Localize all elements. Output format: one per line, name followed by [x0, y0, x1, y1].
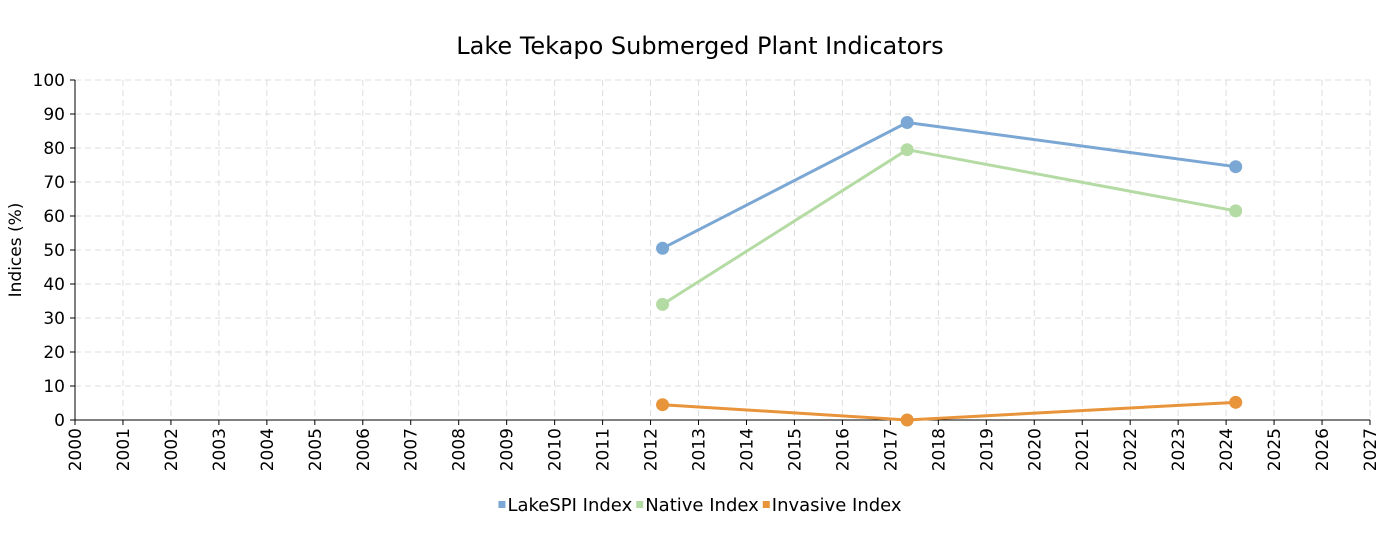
data-point-lakespi-index[interactable]: [656, 241, 670, 255]
y-tick-label: 60: [43, 207, 65, 227]
legend-item-invasive-index[interactable]: Invasive Index: [762, 495, 902, 516]
x-tick-label: 2024: [1217, 428, 1237, 471]
legend[interactable]: LakeSPI Index Native Index Invasive Index: [498, 495, 902, 516]
x-tick-label: 2000: [66, 428, 86, 471]
x-tick-label: 2007: [402, 428, 422, 471]
data-point-lakespi-index[interactable]: [900, 116, 914, 129]
series-group: [656, 116, 1243, 427]
x-tick-label: 2008: [450, 428, 470, 471]
axes: 0 10 20 30 40 50 60 70 80 90 100 2000 2001 2002 2003 20…: [33, 71, 1381, 471]
x-tick-label: 2023: [1169, 428, 1189, 471]
y-tick-label: 10: [43, 377, 65, 397]
series-line-lakespi-index: [661, 121, 1236, 250]
x-tick-label: 2004: [258, 428, 278, 471]
legend-item-lakespi-index[interactable]: LakeSPI Index: [498, 495, 633, 516]
x-tick-label: 2013: [690, 428, 710, 471]
x-tick-label: 2020: [1025, 428, 1045, 471]
data-point-invasive-index[interactable]: [900, 413, 914, 427]
x-tick-label: 2022: [1121, 428, 1141, 471]
x-tick-label: 2009: [498, 428, 518, 471]
x-tick-label: 2018: [929, 428, 949, 471]
x-tick-label: 2025: [1265, 428, 1285, 471]
chart-title: Lake Tekapo Submerged Plant Indicators: [456, 32, 943, 60]
y-tick-label: 70: [43, 173, 65, 193]
legend-label: Invasive Index: [772, 495, 902, 516]
data-point-invasive-index[interactable]: [1229, 395, 1243, 409]
x-tick-label: 2021: [1073, 428, 1093, 471]
y-tick-label: 80: [43, 139, 65, 159]
legend-label: LakeSPI Index: [507, 495, 632, 516]
y-tick-label: 0: [54, 411, 65, 431]
x-tick-label: 2026: [1313, 428, 1333, 471]
x-tick-label: 2006: [354, 428, 374, 471]
x-tick-label: 2017: [881, 428, 901, 471]
x-tick-label: 2001: [114, 428, 134, 471]
series-line-native-index: [661, 148, 1236, 306]
legend-marker: [636, 501, 644, 508]
grid: [75, 79, 1371, 420]
y-axis-title: Indices (%): [6, 203, 26, 298]
x-tick-label: 2019: [977, 428, 997, 471]
x-tick-label: 2015: [785, 428, 805, 471]
series-line-invasive-index: [662, 400, 1236, 422]
data-point-native-index[interactable]: [1229, 204, 1243, 218]
y-tick-label: 40: [43, 275, 65, 295]
x-tick-label: 2014: [737, 428, 757, 471]
x-tick-label: 2005: [306, 428, 326, 471]
x-tick-label: 2027: [1361, 428, 1381, 471]
data-point-native-index[interactable]: [900, 143, 914, 157]
y-tick-label: 30: [43, 309, 65, 329]
x-tick-label: 2003: [210, 428, 230, 471]
legend-item-native-index[interactable]: Native Index: [636, 495, 759, 516]
y-tick-label: 20: [43, 343, 65, 363]
data-point-invasive-index[interactable]: [656, 398, 670, 412]
x-tick-label: 2010: [546, 428, 566, 471]
data-point-native-index[interactable]: [656, 297, 670, 311]
x-tick-label: 2016: [833, 428, 853, 471]
y-tick-label: 100: [33, 71, 65, 91]
x-tick-label: 2011: [594, 428, 614, 471]
data-point-lakespi-index[interactable]: [1229, 160, 1243, 174]
y-tick-label: 50: [43, 241, 65, 261]
legend-label: Native Index: [645, 495, 759, 516]
x-tick-label: 2012: [642, 428, 662, 471]
y-tick-label: 90: [43, 105, 65, 125]
legend-marker: [762, 501, 770, 508]
x-tick-label: 2002: [162, 428, 182, 471]
legend-marker: [498, 501, 506, 508]
